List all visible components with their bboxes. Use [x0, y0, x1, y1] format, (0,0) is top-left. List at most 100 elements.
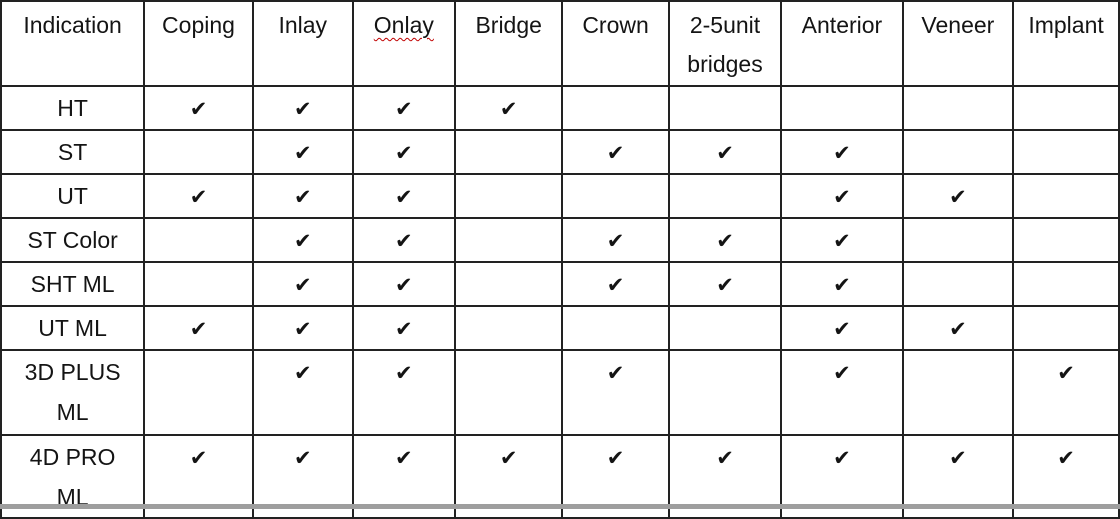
empty-cell: [561, 305, 670, 351]
cell-ut-ml-veneer: ✔: [901, 305, 1015, 351]
column-header-veneer: Veneer: [901, 0, 1015, 87]
checkmark-icon: ✔: [293, 361, 312, 385]
cell-st-color-inlay: ✔: [251, 217, 354, 263]
column-header-inlay: Inlay: [251, 0, 354, 87]
row-label-ut-ml: UT ML: [0, 305, 146, 351]
cell-sht-ml-inlay: ✔: [251, 261, 354, 307]
column-header-label: Veneer: [921, 12, 995, 38]
table-row-sht-ml: SHT ML ✔ ✔ ✔ ✔ ✔: [0, 261, 1120, 307]
checkmark-icon: ✔: [716, 141, 734, 165]
cell-3d-plus-ml-onlay: ✔: [351, 349, 457, 436]
empty-cell: [901, 129, 1015, 175]
checkmark-icon: ✔: [499, 446, 518, 470]
checkmark-icon: ✔: [833, 185, 851, 209]
checkmark-icon: ✔: [189, 446, 208, 470]
checkmark-icon: ✔: [395, 446, 413, 470]
column-header-label: Implant: [1028, 12, 1104, 38]
empty-cell: [143, 261, 254, 307]
checkmark-icon: ✔: [293, 185, 312, 209]
empty-cell: [901, 217, 1015, 263]
row-label-ut: UT: [0, 173, 146, 219]
empty-cell: [1012, 129, 1120, 175]
cell-sht-ml-crown: ✔: [561, 261, 670, 307]
cell-st-color-crown: ✔: [561, 217, 670, 263]
table-row-st-color: ST Color ✔ ✔ ✔ ✔ ✔: [0, 217, 1120, 263]
empty-cell: [667, 85, 783, 131]
column-header-anterior: Anterior: [780, 0, 904, 87]
cell-ut-inlay: ✔: [251, 173, 354, 219]
cell-3d-plus-ml-crown: ✔: [561, 349, 670, 436]
column-header-coping: Coping: [143, 0, 254, 87]
column-header-label-misspelled: Onlay: [373, 12, 434, 38]
empty-cell: [1012, 217, 1120, 263]
checkmark-icon: ✔: [189, 185, 208, 209]
empty-cell: [1012, 305, 1120, 351]
checkmark-icon: ✔: [395, 97, 413, 121]
checkmark-icon: ✔: [606, 229, 625, 253]
cell-st-color-anterior: ✔: [780, 217, 904, 263]
cell-3d-plus-ml-inlay: ✔: [251, 349, 354, 436]
checkmark-icon: ✔: [395, 229, 413, 253]
cell-st-color-onlay: ✔: [351, 217, 457, 263]
checkmark-icon: ✔: [606, 141, 625, 165]
empty-cell: [901, 349, 1015, 436]
empty-cell: [453, 305, 564, 351]
checkmark-icon: ✔: [395, 185, 413, 209]
cell-ut-ml-coping: ✔: [143, 305, 254, 351]
empty-cell: [667, 349, 783, 436]
column-header-label: 2-5unit bridges: [687, 12, 763, 77]
empty-cell: [453, 129, 564, 175]
empty-cell: [667, 305, 783, 351]
window-bottom-edge: [0, 504, 1120, 509]
empty-cell: [453, 173, 564, 219]
cell-st-color-2-5unit-bridges: ✔: [667, 217, 783, 263]
cell-ut-ml-onlay: ✔: [351, 305, 457, 351]
checkmark-icon: ✔: [833, 273, 851, 297]
cell-ut-onlay: ✔: [351, 173, 457, 219]
cell-sht-ml-onlay: ✔: [351, 261, 457, 307]
cell-st-anterior: ✔: [780, 129, 904, 175]
checkmark-icon: ✔: [293, 97, 312, 121]
empty-cell: [453, 349, 564, 436]
column-header-onlay: Onlay: [351, 0, 457, 87]
cell-ut-ml-anterior: ✔: [780, 305, 904, 351]
table-row-3d-plus-ml: 3D PLUS ML ✔ ✔ ✔ ✔ ✔: [0, 349, 1120, 436]
checkmark-icon: ✔: [949, 317, 967, 341]
column-header-implant: Implant: [1012, 0, 1120, 87]
checkmark-icon: ✔: [395, 317, 413, 341]
column-header-indication: Indication: [0, 0, 146, 87]
checkmark-icon: ✔: [716, 446, 734, 470]
checkmark-icon: ✔: [716, 229, 734, 253]
cell-ut-anterior: ✔: [780, 173, 904, 219]
table-row-ht: HT ✔ ✔ ✔ ✔: [0, 85, 1120, 131]
cell-3d-plus-ml-anterior: ✔: [780, 349, 904, 436]
row-label-3d-plus-ml: 3D PLUS ML: [0, 349, 146, 436]
checkmark-icon: ✔: [395, 361, 413, 385]
checkmark-icon: ✔: [833, 141, 851, 165]
column-header-label: Indication: [23, 12, 122, 38]
column-header-bridge: Bridge: [453, 0, 564, 87]
column-header-2-5unit-bridges: 2-5unit bridges: [667, 0, 783, 87]
checkmark-icon: ✔: [606, 273, 625, 297]
checkmark-icon: ✔: [833, 446, 851, 470]
empty-cell: [143, 217, 254, 263]
checkmark-icon: ✔: [293, 446, 312, 470]
checkmark-icon: ✔: [833, 229, 851, 253]
checkmark-icon: ✔: [949, 185, 967, 209]
cell-sht-ml-2-5unit-bridges: ✔: [667, 261, 783, 307]
cell-st-onlay: ✔: [351, 129, 457, 175]
checkmark-icon: ✔: [833, 317, 851, 341]
table-row-ut: UT ✔ ✔ ✔ ✔ ✔: [0, 173, 1120, 219]
checkmark-icon: ✔: [293, 229, 312, 253]
checkmark-icon: ✔: [395, 273, 413, 297]
cell-st-inlay: ✔: [251, 129, 354, 175]
empty-cell: [453, 217, 564, 263]
column-header-crown: Crown: [561, 0, 670, 87]
column-header-label: Crown: [582, 12, 649, 38]
table-row-st: ST ✔ ✔ ✔ ✔ ✔: [0, 129, 1120, 175]
checkmark-icon: ✔: [1057, 361, 1075, 385]
checkmark-icon: ✔: [949, 446, 967, 470]
empty-cell: [1012, 261, 1120, 307]
